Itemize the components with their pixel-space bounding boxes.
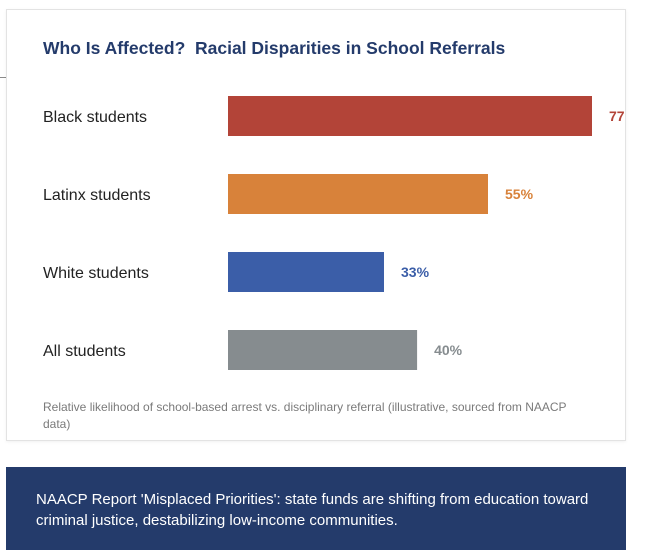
bar-all-students <box>228 330 418 370</box>
report-banner: NAACP Report 'Misplaced Priorities': sta… <box>6 467 626 550</box>
chart-title: Who Is Affected? Racial Disparities in S… <box>43 38 506 58</box>
bar-black-students <box>228 96 592 136</box>
category-label-white-students: White students <box>43 265 149 282</box>
value-label-white-students: 33% <box>401 264 430 280</box>
banner-text: NAACP Report 'Misplaced Priorities': sta… <box>36 491 589 529</box>
chart-caption: Relative likelihood of school-based arre… <box>43 400 567 431</box>
chart-card: Who Is Affected? Racial Disparities in S… <box>6 9 626 441</box>
bar-white-students <box>228 252 384 292</box>
bar-latinx-students <box>228 174 488 214</box>
value-label-all-students: 40% <box>434 342 463 358</box>
category-label-latinx-students: Latinx students <box>43 187 151 204</box>
category-label-black-students: Black students <box>43 109 147 126</box>
divider-line <box>0 77 6 78</box>
bar-chart: Black students 77% Latinx students 55% White… <box>43 96 625 370</box>
category-label-all-students: All students <box>43 343 126 360</box>
value-label-black-students: 77% <box>609 108 625 124</box>
value-label-latinx-students: 55% <box>505 186 534 202</box>
